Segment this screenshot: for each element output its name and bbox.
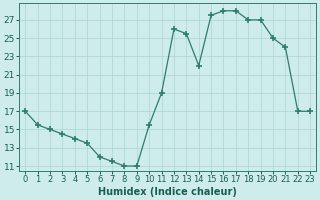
X-axis label: Humidex (Indice chaleur): Humidex (Indice chaleur) [98, 187, 237, 197]
